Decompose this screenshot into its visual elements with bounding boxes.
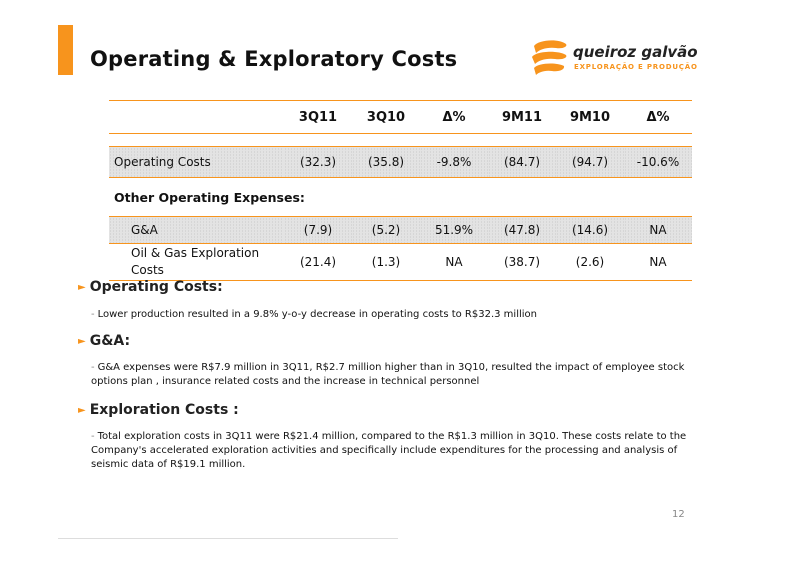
header-cell: 9M10: [556, 100, 624, 134]
section-heading-operating-costs: ► Operating Costs:: [78, 279, 223, 295]
header-cell: [109, 100, 284, 134]
row-label: Oil & Gas Exploration Costs: [109, 243, 284, 281]
page-title: Operating & Exploratory Costs: [90, 47, 458, 71]
dash-icon: -: [91, 431, 95, 442]
note-ga: - G&A expenses were R$7.9 million in 3Q11…: [91, 362, 685, 387]
table-cell: (84.7): [488, 146, 556, 178]
table-row-oil-gas: Oil & Gas Exploration Costs (21.4) (1.3)…: [109, 243, 692, 281]
section-heading-ga: ► G&A:: [78, 333, 131, 349]
costs-table: 3Q11 3Q10 Δ% 9M11 9M10 Δ% Operating Cost…: [109, 100, 692, 281]
table-cell: 51.9%: [420, 216, 488, 244]
header-cell: Δ%: [420, 100, 488, 134]
logo-wordmark: queiroz galvão: [573, 43, 698, 61]
header-cell: 9M11: [488, 100, 556, 134]
table-cell: (35.8): [352, 146, 420, 178]
dash-icon: -: [91, 362, 95, 373]
page-number: 12: [672, 509, 685, 520]
note-exploration-costs: - Total exploration costs in 3Q11 were R$…: [91, 431, 687, 470]
triangle-bullet-icon: ►: [78, 282, 86, 293]
section-heading-exploration-costs: ► Exploration Costs :: [78, 402, 239, 418]
swirl-logo-icon: [532, 40, 567, 75]
note-operating-costs: - Lower production resulted in a 9.8% y-o…: [91, 309, 537, 320]
footer-divider: [58, 538, 398, 539]
table-row-other-heading: Other Operating Expenses:: [109, 178, 692, 217]
table-cell: (14.6): [556, 216, 624, 244]
other-expenses-heading: Other Operating Expenses:: [114, 189, 305, 205]
table-cell: -9.8%: [420, 146, 488, 178]
table-row-ga: G&A (7.9) (5.2) 51.9% (47.8) (14.6) NA: [109, 216, 692, 244]
title-accent-bar: [58, 25, 73, 75]
header-cell: 3Q11: [284, 100, 352, 134]
company-logo: queiroz galvão EXPLORAÇÃO E PRODUÇÃO: [528, 38, 698, 78]
table-cell: (38.7): [488, 243, 556, 281]
dash-icon: -: [91, 309, 95, 320]
row-label: G&A: [109, 216, 284, 244]
table-cell: -10.6%: [624, 146, 692, 178]
table-cell: (94.7): [556, 146, 624, 178]
logo-tagline: EXPLORAÇÃO E PRODUÇÃO: [574, 63, 698, 71]
table-cell: (1.3): [352, 243, 420, 281]
header-cell: Δ%: [624, 100, 692, 134]
table-cell: (21.4): [284, 243, 352, 281]
table-row-operating-costs: Operating Costs (32.3) (35.8) -9.8% (84.…: [109, 146, 692, 178]
triangle-bullet-icon: ►: [78, 405, 86, 416]
table-cell: (32.3): [284, 146, 352, 178]
table-header-row: 3Q11 3Q10 Δ% 9M11 9M10 Δ%: [109, 100, 692, 134]
table-cell: (2.6): [556, 243, 624, 281]
header-cell: 3Q10: [352, 100, 420, 134]
triangle-bullet-icon: ►: [78, 336, 86, 347]
table-cell: NA: [624, 216, 692, 244]
table-cell: NA: [624, 243, 692, 281]
table-cell: (7.9): [284, 216, 352, 244]
row-label: Operating Costs: [109, 146, 284, 178]
table-cell: (47.8): [488, 216, 556, 244]
table-cell: (5.2): [352, 216, 420, 244]
table-cell: NA: [420, 243, 488, 281]
